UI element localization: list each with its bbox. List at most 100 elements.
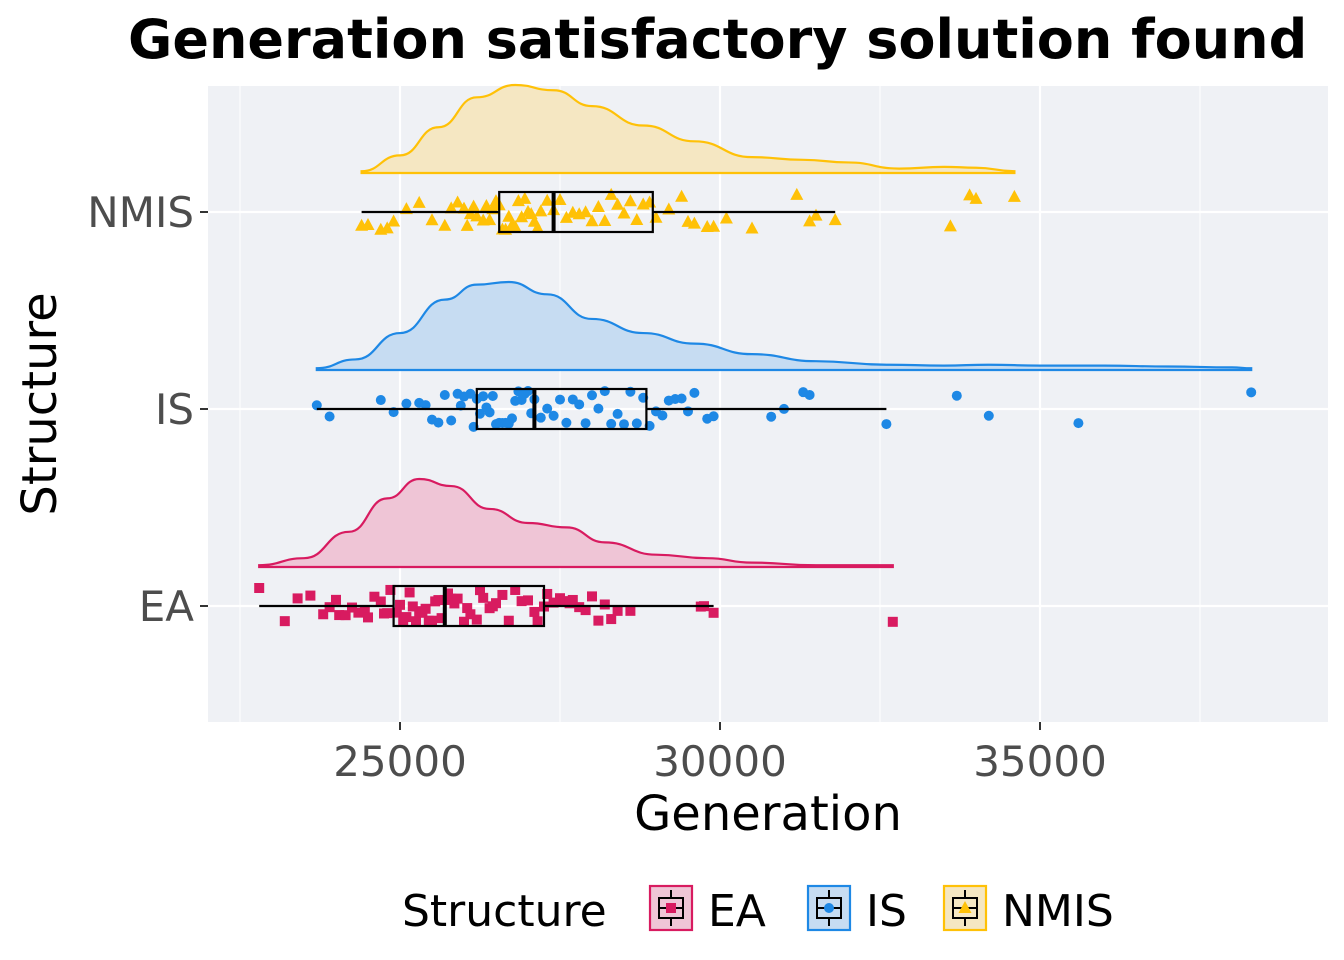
data-point [707,219,721,232]
data-point [619,419,629,430]
data-point [387,214,401,227]
data-point [657,410,668,421]
data-point [518,191,532,204]
data-point [404,587,415,598]
data-point [465,609,476,620]
data-point [969,191,983,204]
data-point [553,192,567,205]
data-point [254,583,265,594]
data-point [631,418,642,429]
data-point [375,395,386,406]
data-point [412,195,426,208]
data-point [824,903,834,913]
data-point [687,216,701,229]
data-point [593,615,604,626]
data-point [359,605,370,616]
data-point [436,613,447,624]
data-point [497,589,508,600]
data-point [531,221,545,234]
data-point [451,195,465,208]
data-point [766,411,777,422]
data-point [708,411,719,422]
data-point [438,218,452,231]
data-point [382,608,393,619]
data-point [887,616,898,627]
data-point [666,903,676,913]
density-clouds [258,83,1253,569]
density-cloud-ea [258,477,894,569]
box [475,387,648,431]
x-axis-title: Generation [634,786,902,842]
data-point [420,400,431,411]
data-point [1246,387,1257,398]
data-point [369,591,380,602]
data-point [439,389,450,400]
data-point [279,616,290,627]
data-point [334,610,345,621]
legend-label-nmis: NMIS [1002,886,1114,937]
data-point [542,588,553,599]
data-point [574,602,585,613]
data-point [503,615,514,626]
data-point [391,607,402,618]
data-point [803,214,817,227]
axis-ticks: 25000 30000 35000 EA IS NMIS [87,188,1107,786]
data-point [478,592,489,603]
data-point [484,407,495,418]
data-point [523,386,533,397]
data-point [510,584,521,595]
data-point [487,390,498,401]
data-point [324,602,335,613]
y-tick-label: EA [139,582,195,631]
data-point [491,598,501,609]
data-point [529,606,540,617]
data-point [452,593,463,604]
x-tick-label: 30000 [653,737,787,786]
legend: Structure EA IS NMIS [402,884,1114,937]
data-point [617,206,631,219]
data-point [380,221,394,234]
data-point [433,595,444,606]
data-point [363,612,373,623]
data-point [559,210,573,223]
legend-title: Structure [402,886,607,937]
data-point [943,219,957,232]
data-point [353,607,364,618]
data-point [1007,189,1021,202]
data-point [507,413,517,424]
box [498,190,654,234]
data-point [567,594,578,605]
data-point [425,213,439,226]
data-point [457,201,471,214]
data-point [292,593,303,604]
data-point [433,417,444,428]
data-point [599,599,610,610]
data-point [611,197,625,210]
data-point [587,390,597,401]
data-point [708,607,719,618]
data-point [324,411,335,422]
data-point [318,609,329,620]
data-point [809,208,823,221]
data-point [361,218,375,231]
y-tick-label: NMIS [87,188,194,237]
data-point [420,603,431,614]
data-point [612,605,623,616]
density-cloud-is [315,280,1253,372]
data-point [1073,418,1084,429]
plot-panel [208,86,1328,722]
data-point [532,616,543,627]
data-point [534,204,548,217]
y-axis-title: Structure [12,292,68,515]
data-point [983,410,994,421]
x-tick-label: 25000 [333,737,467,786]
data-point [515,210,529,223]
data-point [580,605,591,616]
data-point [467,199,481,212]
data-point [623,194,637,207]
data-point [401,398,412,409]
data-point [540,193,554,206]
data-point [683,406,693,417]
data-point [745,221,759,234]
data-point [881,419,892,430]
